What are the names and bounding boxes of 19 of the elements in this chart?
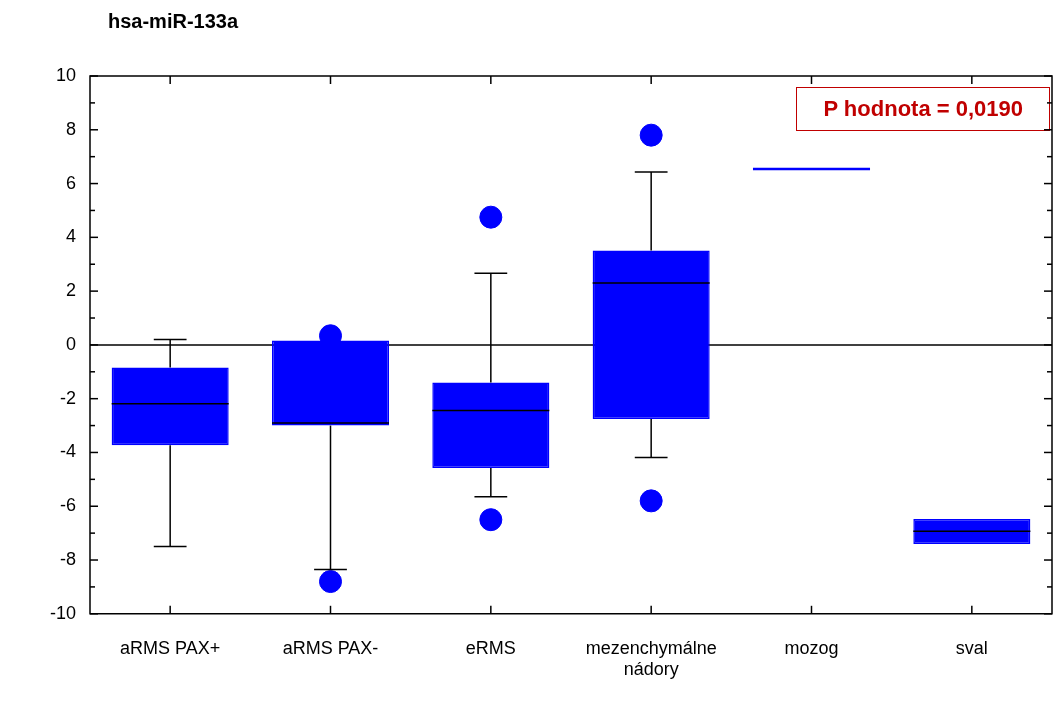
y-tick-label: 4: [65, 226, 76, 247]
x-tick-label: eRMS: [465, 637, 516, 658]
y-tick-label: -2: [59, 387, 76, 408]
y-tick-label: -8: [59, 548, 76, 569]
y-tick-label: 6: [65, 172, 76, 193]
y-tick-label: 2: [65, 280, 76, 301]
chart-title: hsa-miR-133a: [108, 10, 239, 33]
x-tick-label: aRMS PAX-: [282, 637, 379, 658]
y-tick-label: 10: [55, 64, 76, 85]
x-tick-label: mezenchymálne nádory: [585, 637, 717, 680]
annotation: P hodnota = 0,0190: [796, 87, 1050, 131]
y-tick-label: -4: [59, 441, 76, 462]
x-tick-label: sval: [955, 637, 988, 658]
x-tick-label: mozog: [784, 637, 839, 658]
x-tick-label: aRMS PAX+: [120, 637, 221, 658]
y-tick-label: 8: [65, 118, 76, 139]
y-tick-label: -10: [49, 602, 76, 623]
y-tick-label: 0: [65, 333, 76, 354]
y-tick-label: -6: [59, 495, 76, 516]
